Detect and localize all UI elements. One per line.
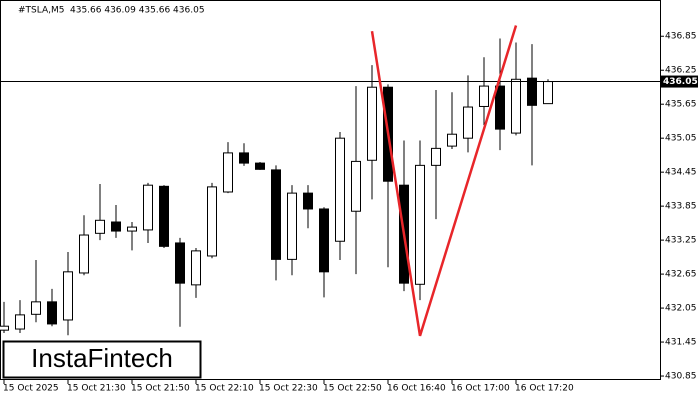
candle-body — [223, 152, 233, 193]
x-tick-label: 15 Oct 2025 — [3, 384, 59, 394]
y-tick-label: 434.45 — [665, 168, 697, 178]
x-tick-label: 15 Oct 21:30 — [67, 384, 126, 394]
y-tick-label: 432.65 — [665, 270, 697, 280]
last-price-label: 436.05 — [663, 77, 698, 87]
y-tick-label: 433.25 — [665, 236, 697, 246]
y-tick-label: 431.45 — [665, 338, 697, 348]
ohlc-text: 435.66 436.09 435.66 436.05 — [70, 6, 205, 16]
x-tick-label: 16 Oct 16:40 — [387, 384, 446, 394]
watermark-text: InstaFintech — [31, 343, 173, 373]
candle-body — [431, 147, 441, 166]
y-tick-label: 433.85 — [665, 202, 697, 212]
candle-body — [271, 169, 281, 260]
x-tick-label: 15 Oct 22:30 — [259, 384, 318, 394]
candle-body — [447, 133, 457, 147]
candle-body — [527, 77, 537, 106]
candle-body — [207, 186, 217, 257]
candle-body — [367, 86, 377, 161]
candle-body — [95, 219, 105, 234]
y-tick-label: 436.85 — [665, 32, 697, 42]
candle-body — [143, 184, 153, 231]
y-tick-label: 436.25 — [665, 66, 697, 76]
candle-body — [63, 271, 73, 321]
chart-title: #TSLA,M5 — [18, 6, 64, 16]
candle-body — [287, 192, 297, 260]
y-tick-label: 430.85 — [665, 372, 697, 382]
candle-body — [351, 160, 361, 212]
candle-body — [543, 81, 553, 105]
plot-frame — [0, 0, 661, 380]
candle-body — [511, 78, 521, 134]
pattern-line — [370, 25, 518, 337]
watermark: InstaFintech — [2, 340, 202, 379]
candle-body — [159, 185, 169, 247]
x-tick-label: 15 Oct 21:50 — [131, 384, 190, 394]
y-tick-label: 435.65 — [665, 100, 697, 110]
candle-body — [415, 164, 425, 285]
y-tick-label: 432.05 — [665, 304, 697, 314]
x-tick-label: 16 Oct 17:20 — [515, 384, 574, 394]
candle-body — [127, 226, 137, 232]
last-price-box — [660, 75, 698, 88]
y-tick-label: 435.05 — [665, 134, 697, 144]
candle-body — [319, 208, 329, 273]
candle-body — [303, 192, 313, 210]
candle-body — [47, 301, 57, 325]
candle-body — [111, 221, 121, 232]
candle-body — [175, 242, 185, 284]
candle-body — [495, 85, 505, 130]
watermark-box — [2, 340, 202, 379]
candle-body — [31, 301, 41, 315]
candle-body — [15, 314, 25, 330]
candle-body — [255, 162, 265, 170]
candle-body — [463, 106, 473, 139]
candle-body — [479, 85, 489, 107]
candle-body — [79, 234, 89, 274]
x-tick-label: 15 Oct 22:10 — [195, 384, 254, 394]
candle-body — [239, 152, 249, 164]
x-tick-label: 16 Oct 17:00 — [451, 384, 510, 394]
candle-body — [191, 250, 201, 286]
candle-body — [0, 325, 9, 331]
x-tick-label: 15 Oct 22:50 — [323, 384, 382, 394]
candle-body — [335, 137, 345, 242]
